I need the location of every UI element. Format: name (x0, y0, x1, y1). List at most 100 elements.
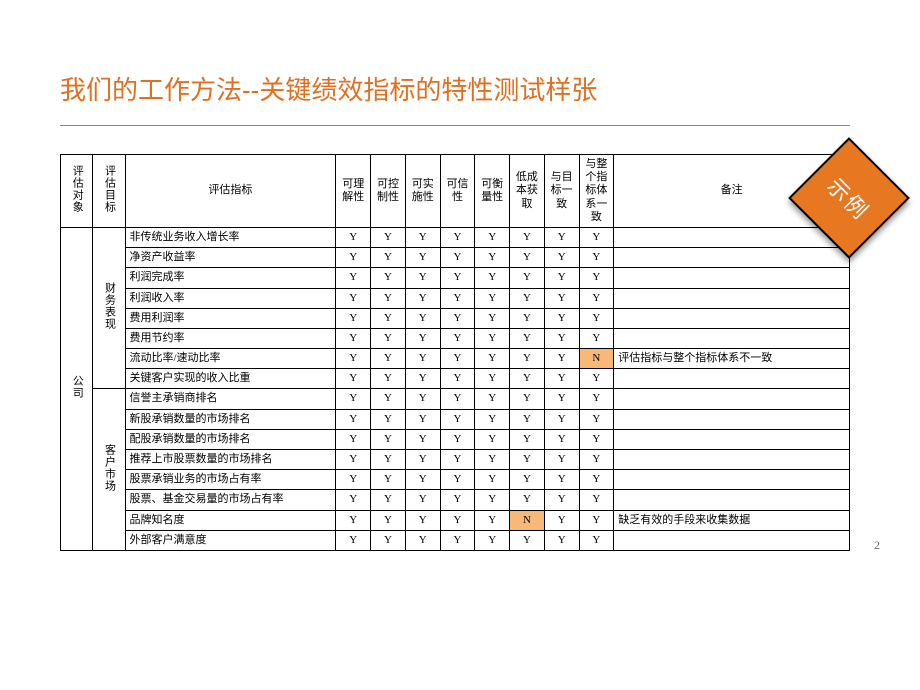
note-cell: 评估指标与整个指标体系不一致 (614, 349, 850, 369)
check-cell: Y (336, 328, 371, 348)
check-cell: Y (579, 288, 614, 308)
page-number: 2 (874, 538, 880, 553)
note-cell (614, 248, 850, 268)
check-cell: Y (405, 490, 440, 510)
check-cell: Y (475, 328, 510, 348)
check-cell: Y (544, 429, 579, 449)
hdr-dim: 评估目标 (93, 155, 125, 228)
check-cell: Y (371, 308, 406, 328)
check-cell: Y (371, 530, 406, 550)
indicator-cell: 关键客户实现的收入比重 (125, 369, 336, 389)
check-cell: Y (440, 349, 475, 369)
check-cell: Y (336, 288, 371, 308)
table-body: 公司财务表现非传统业务收入增长率YYYYYYYY净资产收益率YYYYYYYY利润… (61, 227, 850, 550)
table-row: 利润收入率YYYYYYYY (61, 288, 850, 308)
note-cell (614, 227, 850, 247)
table-row: 新股承销数量的市场排名YYYYYYYY (61, 409, 850, 429)
dim-cell: 财务表现 (93, 227, 125, 389)
check-cell: Y (405, 308, 440, 328)
check-cell: Y (371, 227, 406, 247)
note-cell (614, 409, 850, 429)
hdr-c2: 可控制性 (371, 155, 406, 228)
check-cell: Y (579, 510, 614, 530)
hdr-c3: 可实施性 (405, 155, 440, 228)
page-title: 我们的工作方法--关键绩效指标的特性测试样张 (60, 70, 880, 107)
check-cell: Y (544, 510, 579, 530)
kpi-table-wrap: 评估对象 评估目标 评估指标 可理解性 可控制性 可实施性 可信性 可衡量性 低… (60, 154, 850, 551)
hdr-c5: 可衡量性 (475, 155, 510, 228)
check-cell: Y (405, 288, 440, 308)
check-cell: Y (336, 349, 371, 369)
note-cell (614, 369, 850, 389)
note-cell (614, 470, 850, 490)
table-row: 股票承销业务的市场占有率YYYYYYYY (61, 470, 850, 490)
check-cell: Y (405, 248, 440, 268)
check-cell: Y (475, 530, 510, 550)
check-cell: Y (544, 227, 579, 247)
check-cell: Y (579, 530, 614, 550)
check-cell: Y (579, 429, 614, 449)
check-cell: Y (371, 389, 406, 409)
check-cell: Y (440, 409, 475, 429)
check-cell: Y (510, 490, 545, 510)
check-cell: Y (371, 470, 406, 490)
hdr-c4: 可信性 (440, 155, 475, 228)
table-row: 净资产收益率YYYYYYYY (61, 248, 850, 268)
check-cell: Y (475, 227, 510, 247)
hdr-ind: 评估指标 (125, 155, 336, 228)
indicator-cell: 新股承销数量的市场排名 (125, 409, 336, 429)
check-cell: Y (336, 308, 371, 328)
check-cell: Y (405, 409, 440, 429)
check-cell: Y (475, 409, 510, 429)
check-cell: Y (475, 429, 510, 449)
check-cell: Y (440, 490, 475, 510)
check-cell: Y (336, 429, 371, 449)
hdr-c6: 低成本获取 (510, 155, 545, 228)
check-cell: Y (405, 470, 440, 490)
check-cell: Y (440, 510, 475, 530)
check-cell: Y (544, 450, 579, 470)
indicator-cell: 外部客户满意度 (125, 530, 336, 550)
check-cell: Y (440, 530, 475, 550)
check-cell: Y (579, 490, 614, 510)
check-cell: Y (475, 268, 510, 288)
indicator-cell: 股票、基金交易量的市场占有率 (125, 490, 336, 510)
note-cell: 缺乏有效的手段来收集数据 (614, 510, 850, 530)
table-header: 评估对象 评估目标 评估指标 可理解性 可控制性 可实施性 可信性 可衡量性 低… (61, 155, 850, 228)
check-cell: Y (510, 389, 545, 409)
check-cell: Y (544, 328, 579, 348)
table-row: 推荐上市股票数量的市场排名YYYYYYYY (61, 450, 850, 470)
check-cell: Y (510, 349, 545, 369)
check-cell: Y (475, 389, 510, 409)
check-cell: Y (579, 409, 614, 429)
check-cell: Y (371, 268, 406, 288)
note-cell (614, 429, 850, 449)
check-cell: Y (371, 490, 406, 510)
table-row: 利润完成率YYYYYYYY (61, 268, 850, 288)
note-cell (614, 288, 850, 308)
check-cell: Y (544, 530, 579, 550)
kpi-table: 评估对象 评估目标 评估指标 可理解性 可控制性 可实施性 可信性 可衡量性 低… (60, 154, 850, 551)
check-cell: Y (440, 248, 475, 268)
check-cell: Y (544, 490, 579, 510)
check-cell: Y (336, 470, 371, 490)
check-cell: Y (544, 389, 579, 409)
indicator-cell: 品牌知名度 (125, 510, 336, 530)
check-cell: Y (405, 429, 440, 449)
check-cell: Y (475, 490, 510, 510)
check-cell: Y (475, 470, 510, 490)
check-cell: Y (475, 349, 510, 369)
check-cell: Y (336, 227, 371, 247)
check-cell: Y (371, 248, 406, 268)
indicator-cell: 费用利润率 (125, 308, 336, 328)
check-cell: Y (405, 268, 440, 288)
check-cell: Y (579, 268, 614, 288)
check-cell: Y (371, 409, 406, 429)
obj-cell: 公司 (61, 227, 93, 550)
hdr-c8: 与整个指标体系一致 (579, 155, 614, 228)
check-cell: Y (336, 248, 371, 268)
check-cell: Y (336, 369, 371, 389)
check-cell: Y (544, 369, 579, 389)
table-row: 关键客户实现的收入比重YYYYYYYY (61, 369, 850, 389)
check-cell: Y (336, 530, 371, 550)
